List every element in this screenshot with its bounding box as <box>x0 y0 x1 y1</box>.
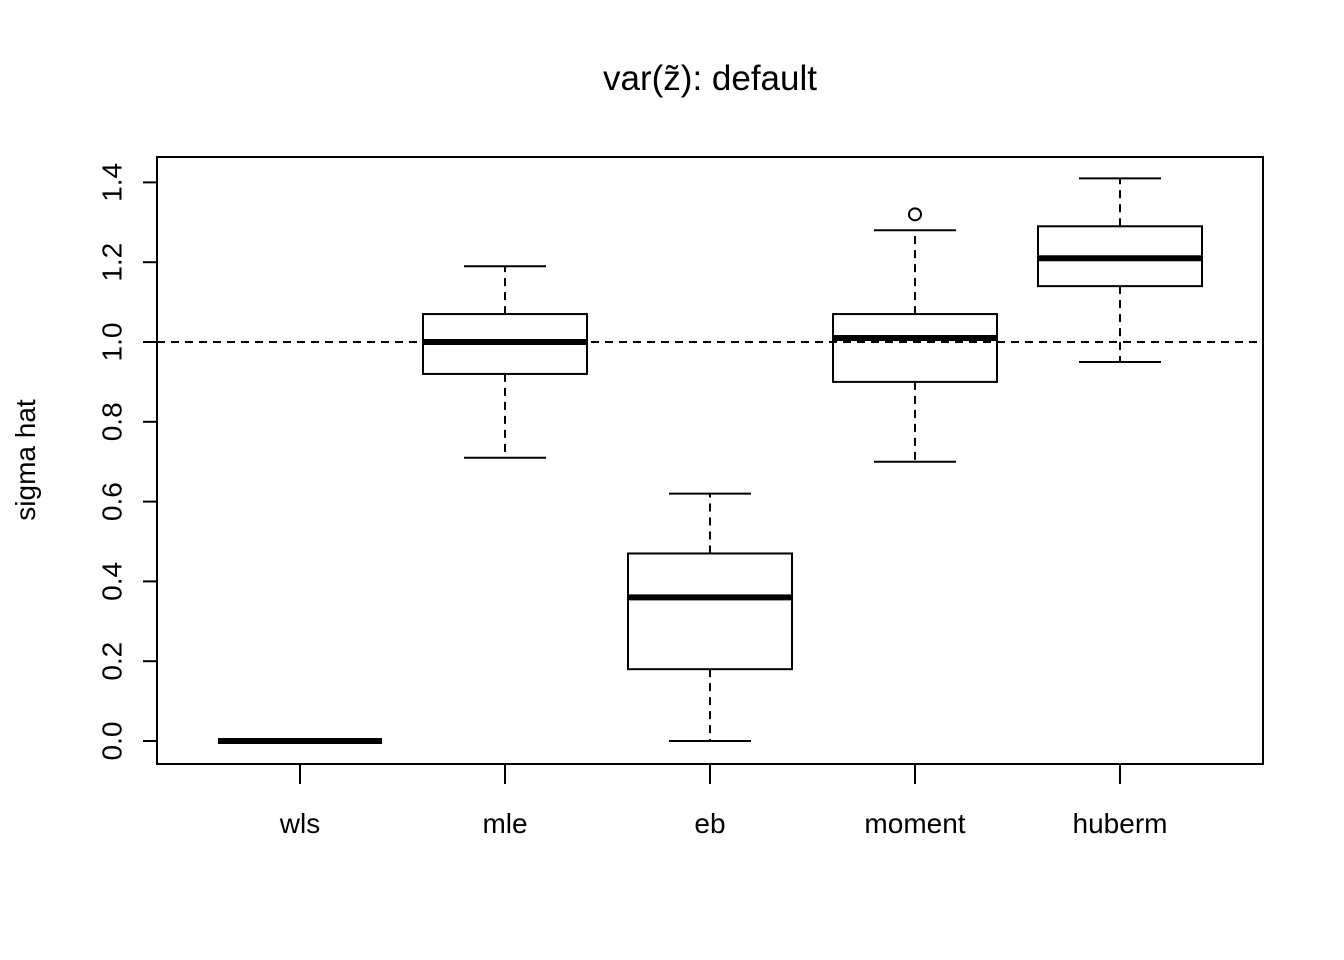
y-axis-label: sigma hat <box>10 399 41 521</box>
box-iqr <box>832 313 998 383</box>
x-tick-label: wls <box>279 808 320 839</box>
box-moment <box>832 207 998 463</box>
y-tick-label: 1.0 <box>97 323 128 362</box>
y-tick-label: 0.8 <box>97 402 128 441</box>
box-iqr <box>627 552 793 671</box>
x-tick-label: eb <box>694 808 725 839</box>
y-tick-label: 0.4 <box>97 562 128 601</box>
x-axis: wls mle eb moment huberm <box>279 763 1168 839</box>
y-axis: 0.0 0.2 0.4 0.6 0.8 1.0 1.2 1.4 <box>97 163 158 761</box>
chart-title: var(z̃): default <box>603 59 817 98</box>
y-tick-label: 0.0 <box>97 722 128 761</box>
box-eb <box>627 492 793 742</box>
x-tick-label: huberm <box>1073 808 1168 839</box>
y-tick-label: 1.4 <box>97 163 128 202</box>
box-huberm <box>1037 177 1203 363</box>
x-tick-label: moment <box>864 808 965 839</box>
box-mle <box>422 265 588 459</box>
y-tick-label: 0.2 <box>97 642 128 681</box>
outlier-point <box>908 207 922 222</box>
boxes-group <box>218 177 1203 744</box>
x-tick-label: mle <box>482 808 527 839</box>
y-tick-label: 0.6 <box>97 482 128 521</box>
y-tick-label: 1.2 <box>97 243 128 282</box>
